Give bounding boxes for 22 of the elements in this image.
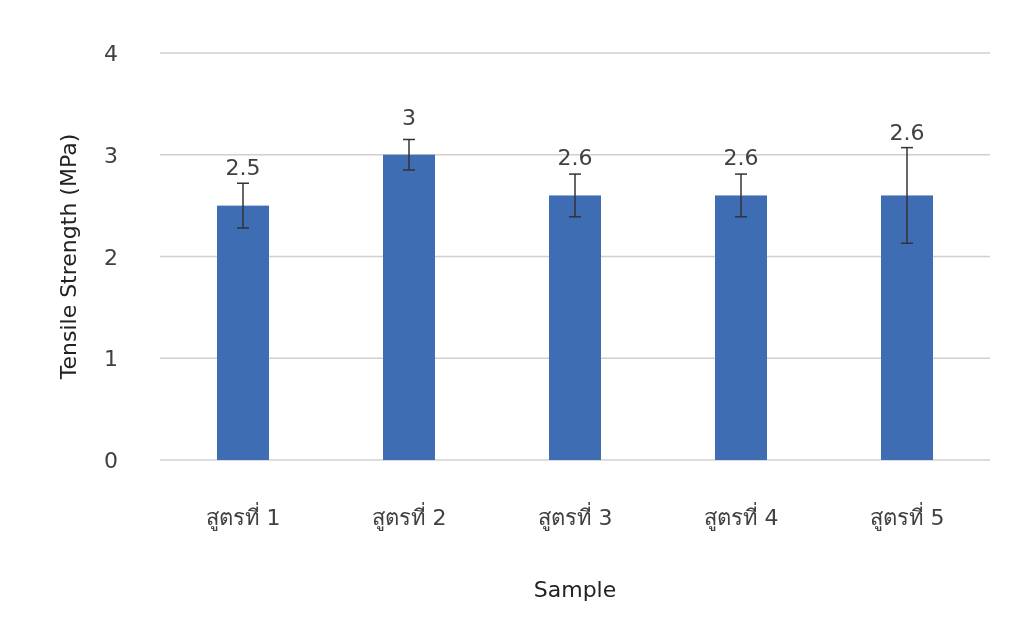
data-label: 2.6 xyxy=(889,119,925,145)
x-tick-label: สูตรที่ 4 xyxy=(703,502,779,531)
x-axis-title: Sample xyxy=(533,577,617,602)
data-label: 2.5 xyxy=(225,155,261,181)
x-tick-label: สูตรที่ 2 xyxy=(371,502,447,531)
y-tick-label: 0 xyxy=(104,448,118,473)
x-tick-label: สูตรที่ 5 xyxy=(869,502,945,531)
bar xyxy=(217,205,269,460)
y-tick-label: 3 xyxy=(104,142,118,168)
x-tick-label: สูตรที่ 1 xyxy=(205,502,281,531)
y-tick-label: 4 xyxy=(104,41,118,66)
y-tick-label: 2 xyxy=(104,244,118,270)
x-tick-label: สูตรที่ 3 xyxy=(537,502,613,531)
data-label: 2.6 xyxy=(723,145,759,171)
bar xyxy=(549,195,601,460)
y-tick-label: 1 xyxy=(104,346,118,372)
data-label: 3 xyxy=(402,104,416,130)
bar xyxy=(715,195,767,460)
bar xyxy=(383,154,435,460)
data-label: 2.6 xyxy=(557,145,593,171)
y-axis-title: Tensile Strength (MPa) xyxy=(56,133,81,381)
bar xyxy=(881,195,933,460)
